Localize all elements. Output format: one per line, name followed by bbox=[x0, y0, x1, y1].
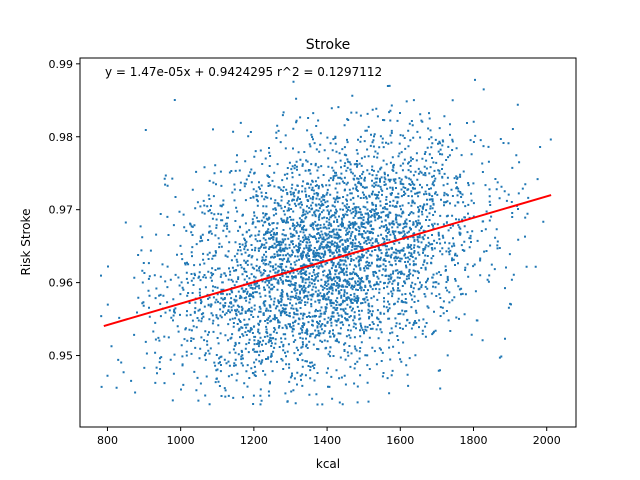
y-tick-label: 0.97 bbox=[49, 204, 74, 217]
x-tick-label: 1600 bbox=[386, 434, 414, 447]
fit-line-group bbox=[103, 194, 552, 328]
y-tick-label: 0.96 bbox=[49, 277, 74, 290]
x-tick-label: 1800 bbox=[460, 434, 488, 447]
x-tick-label: 800 bbox=[97, 434, 118, 447]
y-tick-label: 0.99 bbox=[49, 58, 74, 71]
regression-annotation: y = 1.47e-05x + 0.9424295 r^2 = 0.129711… bbox=[105, 65, 382, 79]
x-tick-label: 1400 bbox=[313, 434, 341, 447]
plot-area-frame bbox=[79, 57, 577, 428]
chart-title: Stroke bbox=[306, 37, 351, 53]
scatter-points bbox=[100, 78, 552, 406]
x-tick-label: 1000 bbox=[167, 434, 195, 447]
y-axis-ticks: 0.95 0.96 0.97 0.98 0.99 bbox=[49, 58, 80, 363]
scatter-points-path bbox=[100, 78, 552, 406]
y-axis-label: Risk Stroke bbox=[19, 209, 33, 276]
y-tick-label: 0.98 bbox=[49, 131, 74, 144]
x-axis-label: kcal bbox=[316, 457, 340, 471]
x-tick-label: 2000 bbox=[533, 434, 561, 447]
y-tick-label: 0.95 bbox=[49, 350, 74, 363]
x-tick-label: 1200 bbox=[240, 434, 268, 447]
x-axis-ticks: 800 1000 1200 1400 1600 1800 2000 bbox=[97, 427, 561, 447]
fit-line bbox=[103, 194, 552, 328]
